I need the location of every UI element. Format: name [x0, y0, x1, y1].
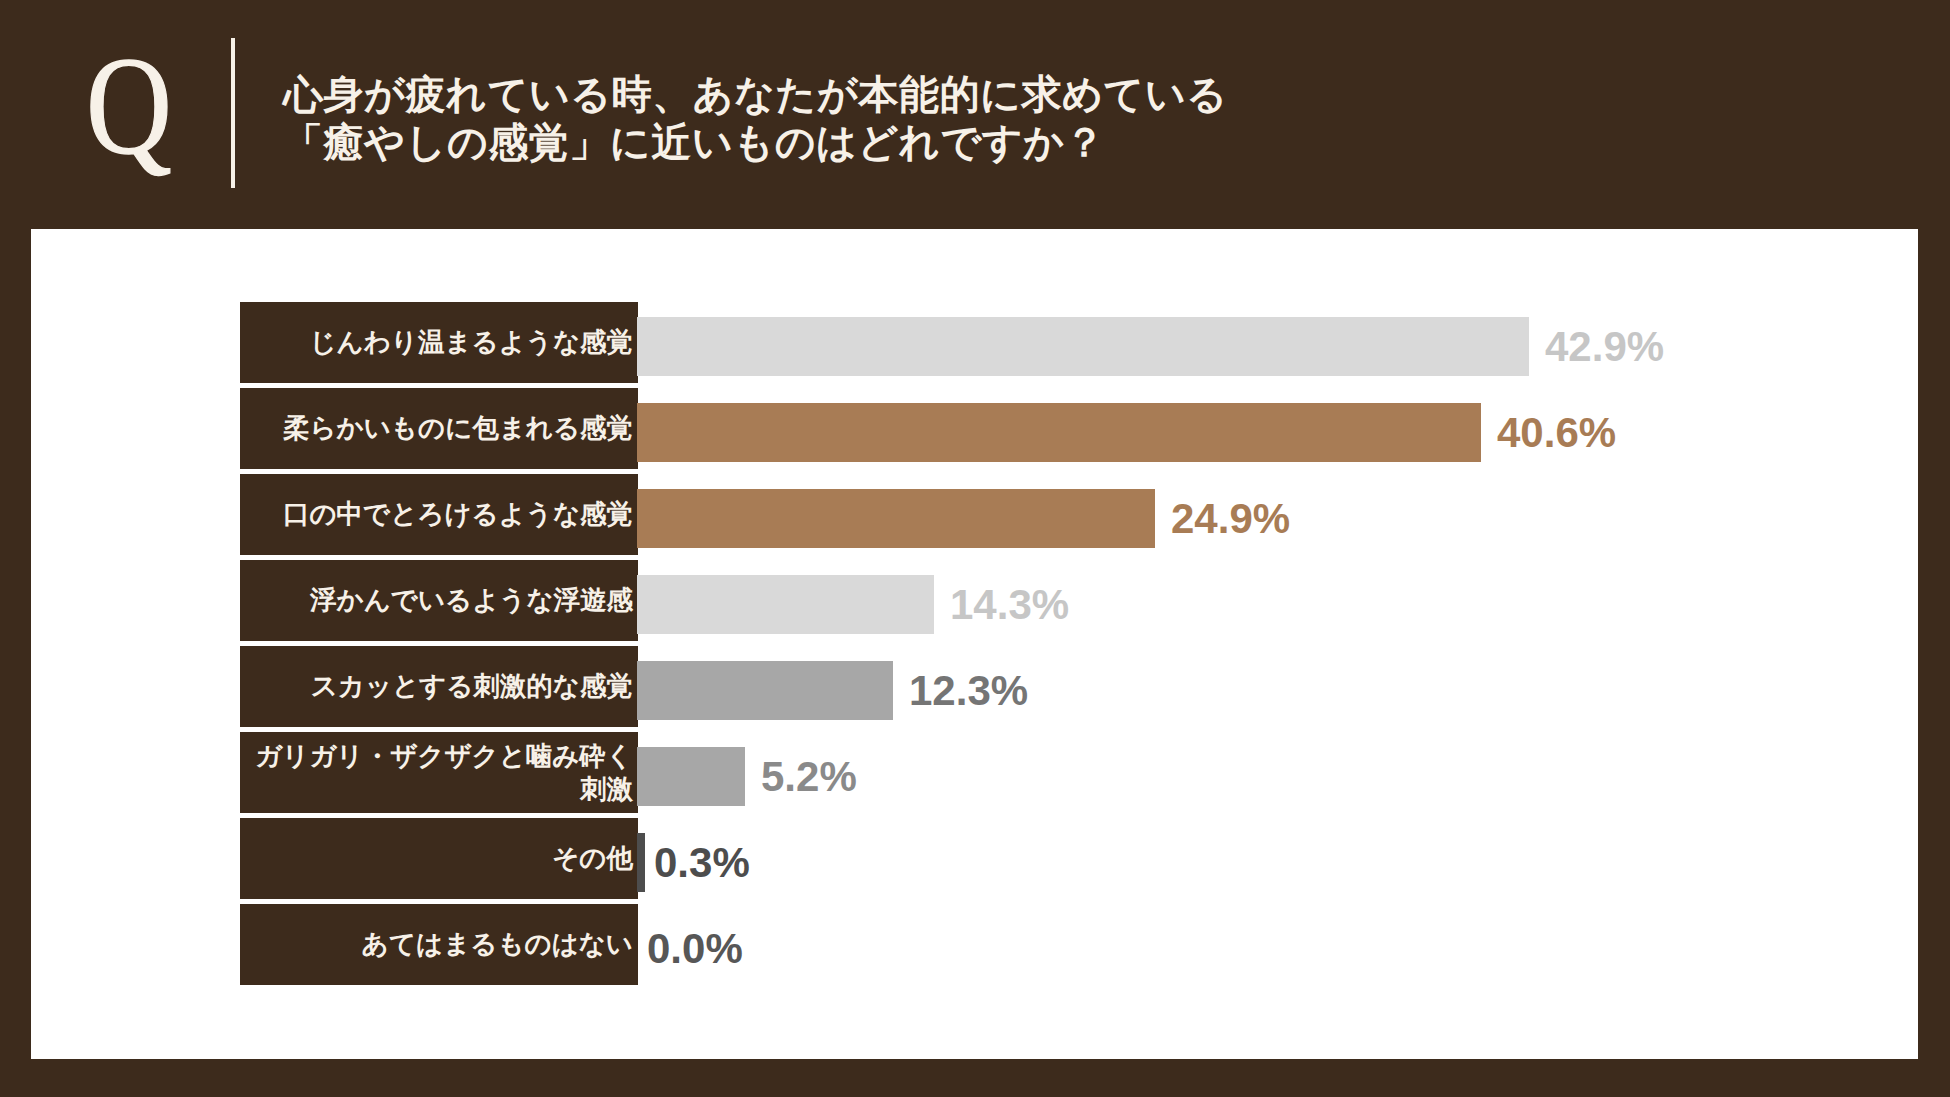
bar — [637, 403, 1481, 462]
category-label: 柔らかいものに包まれる感覚 — [240, 388, 638, 469]
bar — [637, 747, 745, 806]
question-line-1: 心身が疲れている時、あなたが本能的に求めている — [283, 70, 1228, 118]
bar — [637, 833, 645, 892]
category-label: 浮かんでいるような浮遊感 — [240, 560, 638, 641]
chart-panel: じんわり温まるような感覚 42.9% 柔らかいものに包まれる感覚 40.6% 口の中でと… — [31, 229, 1918, 1059]
q-divider-line — [231, 38, 235, 188]
q-letter: Q — [86, 36, 172, 176]
category-label: じんわり温まるような感覚 — [240, 302, 638, 383]
bar — [637, 575, 934, 634]
question-line-2: 「癒やしの感覚」に近いものはどれですか？ — [283, 118, 1228, 166]
category-label: ガリガリ・ザクザクと噛み砕く 刺激 — [240, 732, 638, 813]
value-label: 14.3% — [950, 575, 1069, 634]
bar — [637, 317, 1529, 376]
bar — [637, 661, 893, 720]
value-label: 24.9% — [1171, 489, 1290, 548]
value-label: 12.3% — [909, 661, 1028, 720]
value-label: 5.2% — [761, 747, 857, 806]
value-label: 0.3% — [654, 833, 750, 892]
value-label: 42.9% — [1545, 317, 1664, 376]
question-title: 心身が疲れている時、あなたが本能的に求めている 「癒やしの感覚」に近いものはどれ… — [283, 70, 1228, 166]
bar — [637, 489, 1155, 548]
category-label: あてはまるものはない — [240, 904, 638, 985]
value-label: 40.6% — [1497, 403, 1616, 462]
category-label: スカッとする刺激的な感覚 — [240, 646, 638, 727]
category-label: その他 — [240, 818, 638, 899]
category-label: 口の中でとろけるような感覚 — [240, 474, 638, 555]
value-label: 0.0% — [647, 919, 743, 978]
